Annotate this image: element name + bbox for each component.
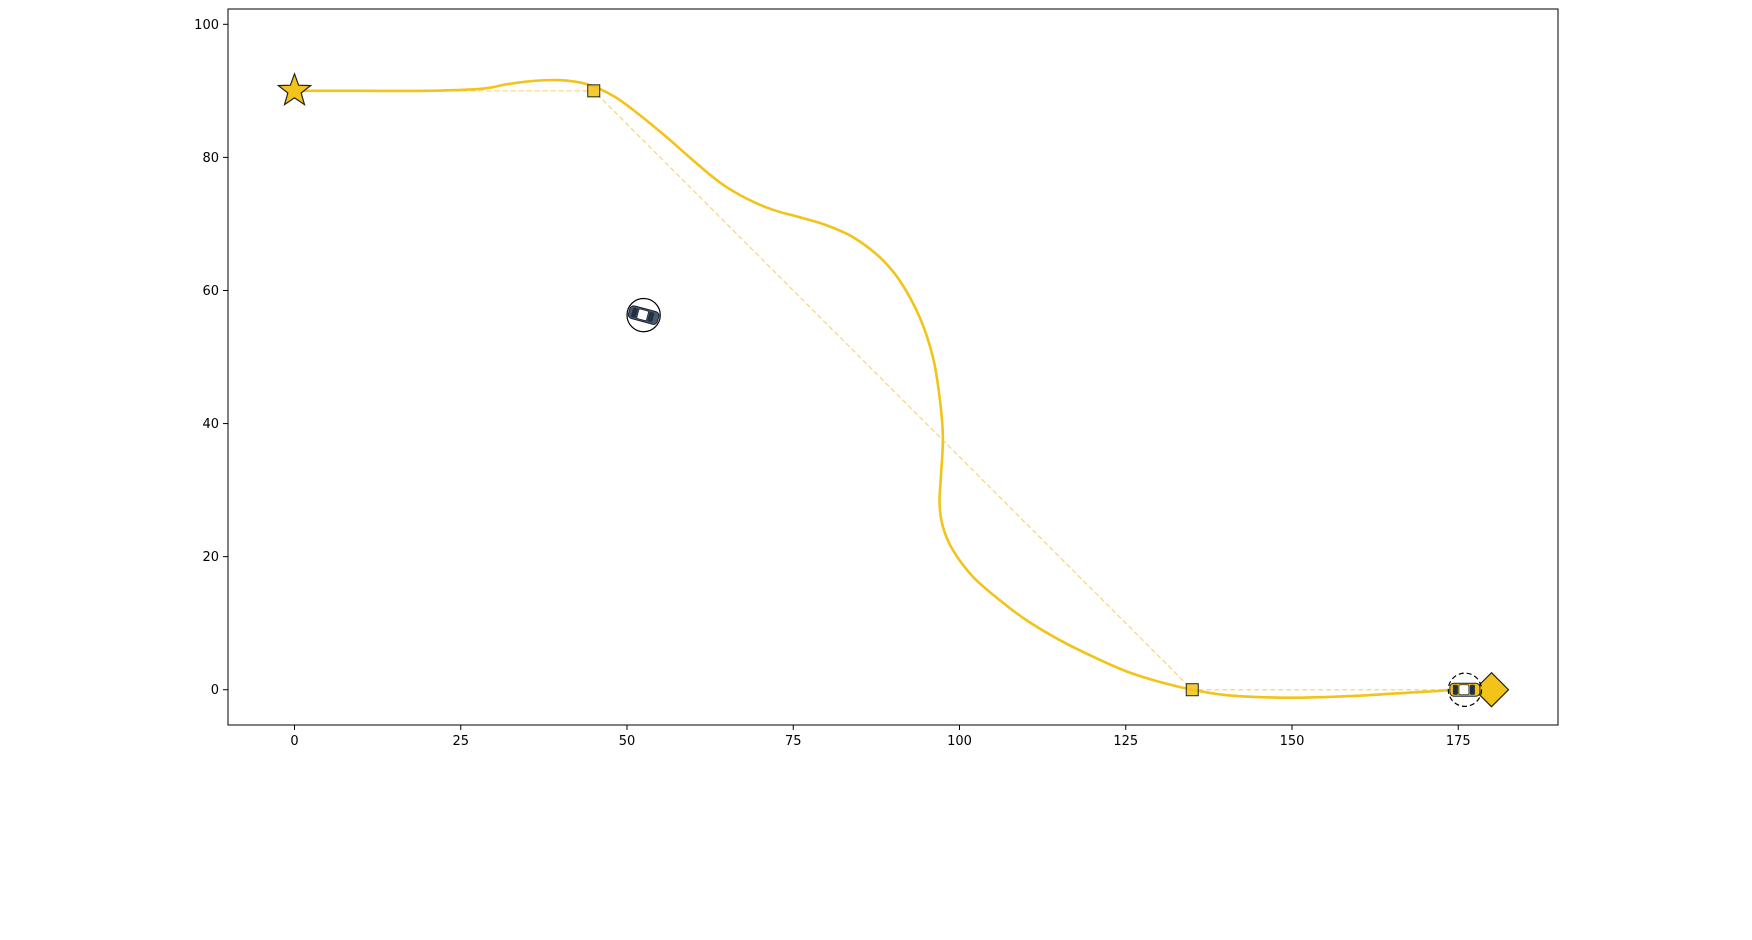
waypoint-square-marker xyxy=(1185,683,1199,697)
x-tick-label: 50 xyxy=(619,734,636,749)
reference-path-line xyxy=(294,90,1472,691)
y-tick-label: 0 xyxy=(211,683,219,698)
windshield xyxy=(647,311,655,323)
y-tick-label: 20 xyxy=(202,550,219,565)
x-tick-label: 125 xyxy=(1113,734,1138,749)
x-tick-label: 150 xyxy=(1280,734,1305,749)
rear-window xyxy=(630,307,638,318)
y-tick-label: 40 xyxy=(202,417,219,432)
x-tick-label: 0 xyxy=(290,734,298,749)
y-axis: 0 20 40 60 80 100 xyxy=(194,18,228,698)
y-tick-label: 80 xyxy=(202,151,219,166)
obstacle-safety-circle xyxy=(626,297,661,333)
waypoint-square-marker xyxy=(587,84,601,98)
ego-safety-circle xyxy=(1447,672,1483,707)
rear-window xyxy=(1452,684,1458,695)
x-tick-label: 25 xyxy=(452,734,469,749)
marker-layer xyxy=(276,72,1510,708)
plot-area xyxy=(227,8,1559,726)
start-star-marker xyxy=(276,72,313,107)
x-tick-label: 100 xyxy=(947,734,972,749)
windshield xyxy=(1469,684,1475,695)
y-tick-label: 60 xyxy=(202,284,219,299)
obstacle-car-icon xyxy=(627,305,660,325)
car-roof xyxy=(636,308,649,322)
car-roof xyxy=(1458,684,1470,696)
ego-car-icon xyxy=(1449,682,1481,697)
x-tick-label: 75 xyxy=(785,734,802,749)
x-axis: 0 25 50 75 100 125 150 175 xyxy=(290,725,1471,749)
reference-layer xyxy=(294,90,1472,691)
y-tick-label: 100 xyxy=(194,18,219,33)
x-tick-label: 175 xyxy=(1446,734,1471,749)
